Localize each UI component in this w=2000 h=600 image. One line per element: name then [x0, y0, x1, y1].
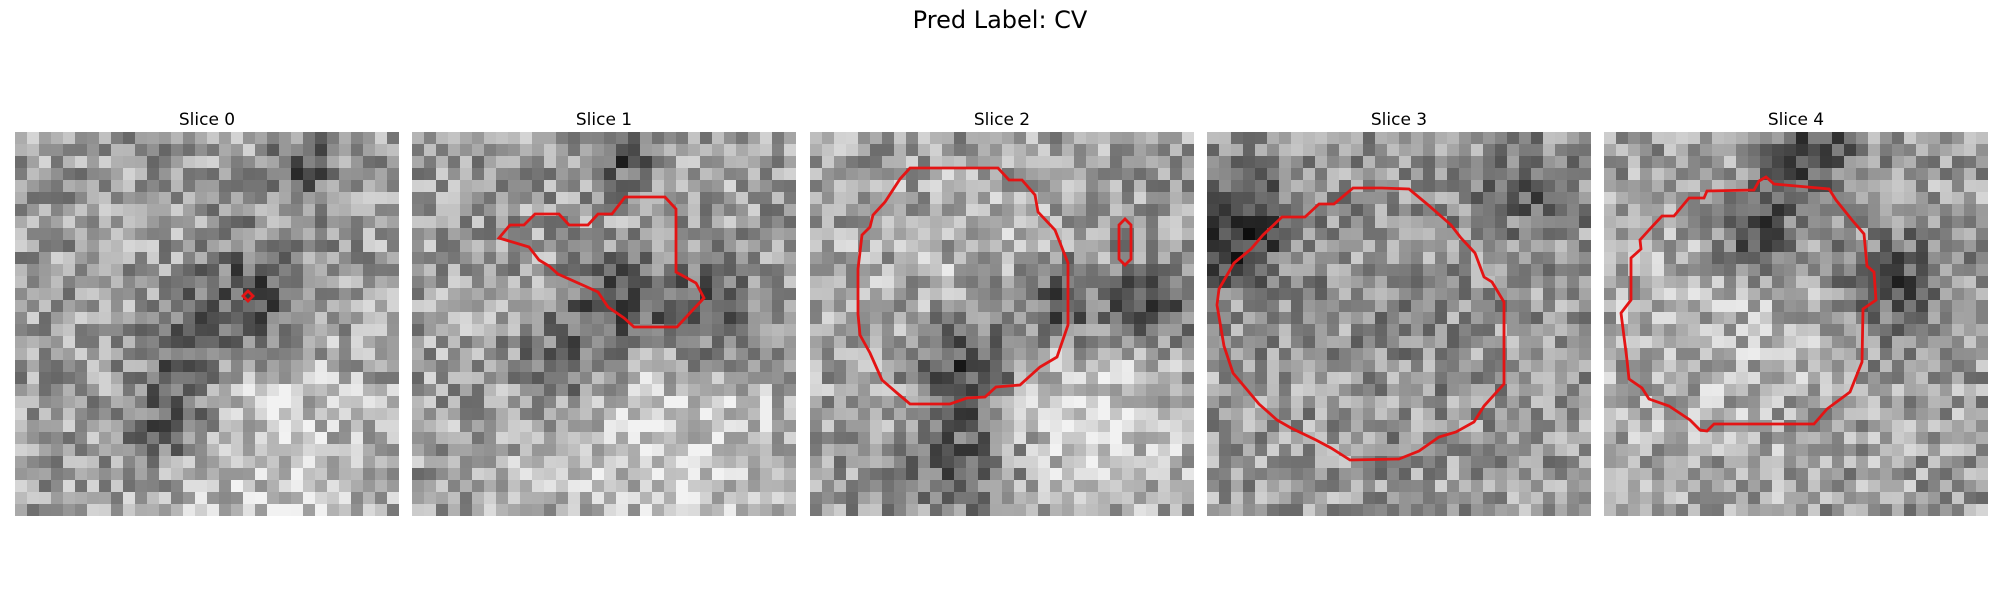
- slice-panel-3: Slice 3: [1207, 108, 1591, 516]
- grayscale-texture: [15, 132, 399, 516]
- grayscale-texture: [1604, 132, 1988, 516]
- slice-panel-4: Slice 4: [1604, 108, 1988, 516]
- slice-image-4: [1604, 132, 1988, 516]
- slice-image-3: [1207, 132, 1591, 516]
- slice-image-2: [810, 132, 1194, 516]
- slice-title: Slice 3: [1370, 110, 1428, 130]
- slice-title: Slice 2: [973, 110, 1031, 130]
- contour-outline: [1619, 175, 1878, 433]
- slice-panel-0: Slice 0: [15, 108, 399, 516]
- contour-outline: [496, 195, 706, 329]
- slice-title: Slice 1: [575, 110, 633, 130]
- slice-panel-1: Slice 1: [412, 108, 796, 516]
- contour-outline: [1215, 186, 1506, 462]
- grayscale-texture: [1207, 132, 1591, 516]
- slice-title: Slice 4: [1767, 110, 1825, 130]
- slice-image-1: [412, 132, 796, 516]
- contour-outline: [1117, 217, 1133, 267]
- slice-image-0: [15, 132, 399, 516]
- contour-outline: [241, 289, 255, 303]
- grayscale-texture: [810, 132, 1194, 516]
- slice-panel-2: Slice 2: [810, 108, 1194, 516]
- figure-title: Pred Label: CV: [912, 6, 1088, 34]
- grayscale-texture: [412, 132, 796, 516]
- slice-title: Slice 0: [178, 110, 236, 130]
- contour-outline: [856, 166, 1070, 406]
